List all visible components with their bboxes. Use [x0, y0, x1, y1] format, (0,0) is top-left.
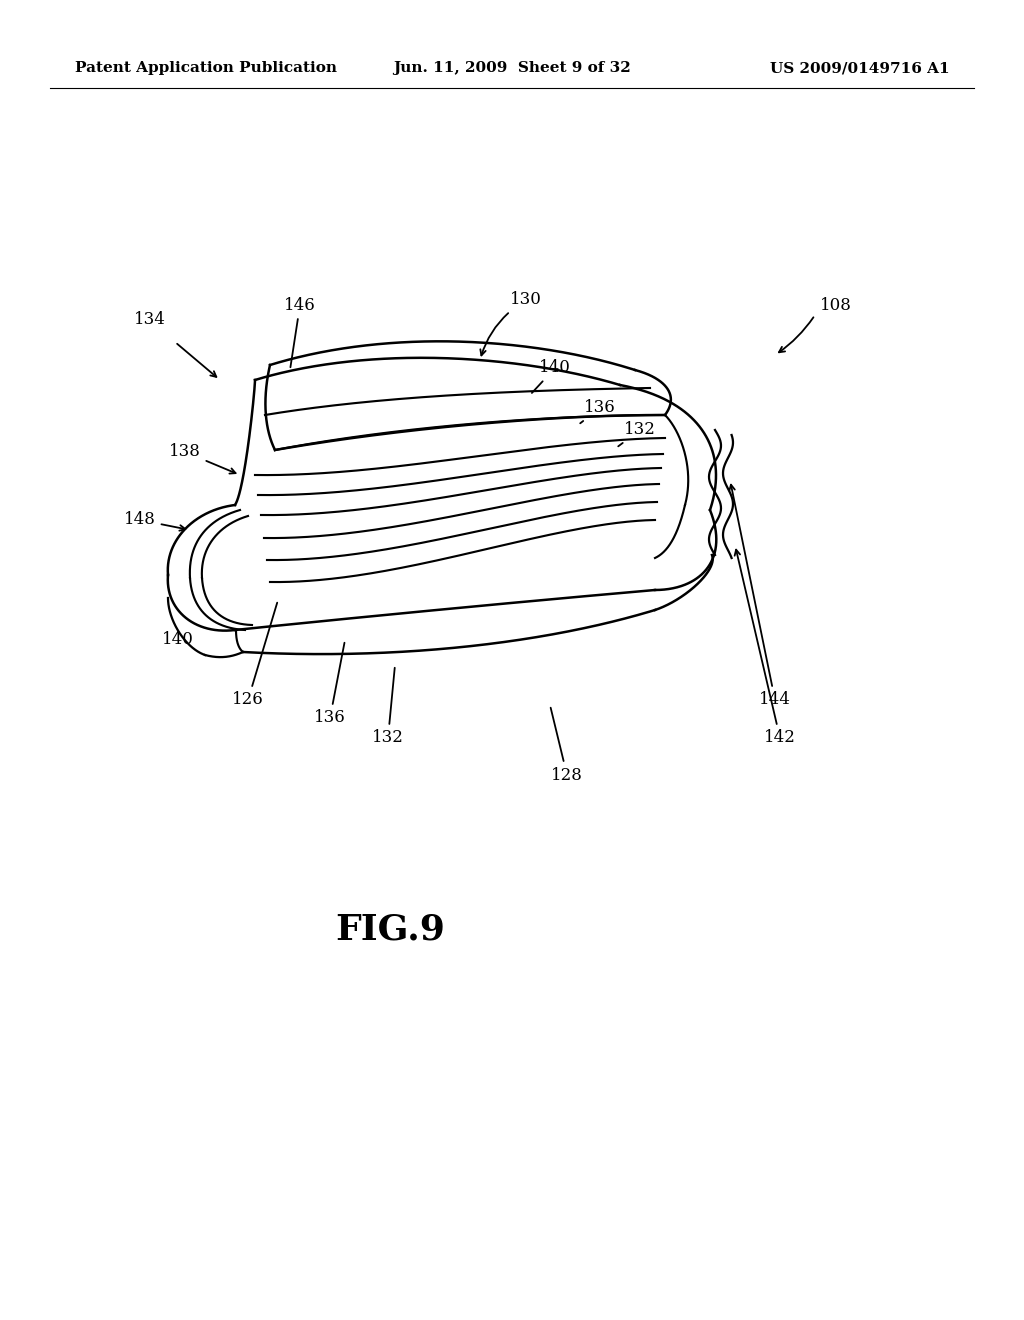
Text: 108: 108	[820, 297, 852, 314]
Text: 148: 148	[124, 511, 185, 531]
Text: 140: 140	[162, 631, 194, 648]
Text: 138: 138	[169, 444, 236, 474]
Text: 144: 144	[729, 484, 791, 709]
Text: FIG.9: FIG.9	[335, 913, 445, 946]
Text: Jun. 11, 2009  Sheet 9 of 32: Jun. 11, 2009 Sheet 9 of 32	[393, 61, 631, 75]
Text: 142: 142	[734, 549, 796, 747]
Text: 136: 136	[581, 400, 615, 424]
Text: 130: 130	[480, 292, 542, 355]
Text: 136: 136	[314, 643, 346, 726]
Text: US 2009/0149716 A1: US 2009/0149716 A1	[770, 61, 950, 75]
Text: 134: 134	[134, 312, 166, 329]
Text: 126: 126	[232, 603, 278, 709]
Text: 140: 140	[531, 359, 571, 393]
Text: 128: 128	[551, 708, 583, 784]
Text: Patent Application Publication: Patent Application Publication	[75, 61, 337, 75]
Text: 132: 132	[618, 421, 656, 446]
Text: 132: 132	[372, 668, 403, 747]
Text: 146: 146	[284, 297, 315, 367]
